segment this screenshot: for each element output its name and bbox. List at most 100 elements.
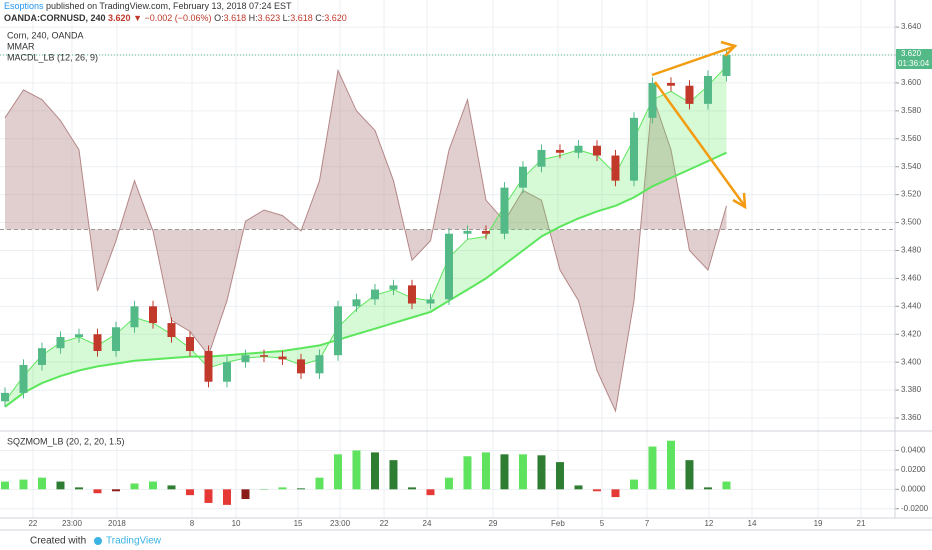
y-tick-label: -0.0200 [901,504,929,513]
arrow-up [651,45,734,77]
candle-body [241,355,250,363]
candle-body [111,327,120,351]
y-tick-label: 3.360 [901,413,922,422]
momentum-bar [518,454,527,490]
y-tick-label: 3.540 [901,162,922,171]
legend-entry: MACDL_LB (12, 26, 9) [7,52,98,62]
macd-line [4,68,727,413]
published: published on TradingView.com, February 1… [44,1,292,11]
x-tick-label: 19 [814,519,823,528]
momentum-bar [629,479,638,490]
x-tick-label: 23:00 [330,519,351,528]
momentum-bar [315,477,324,490]
symbol: OANDA:CORNUSD, 240 [4,13,106,23]
candle-body [74,334,83,338]
candle-body [685,85,694,104]
momentum-bar [259,489,268,490]
arrow-down [653,81,746,206]
l: 3.618 [290,13,313,23]
candle-body [130,306,139,328]
o: 3.618 [224,13,247,23]
y-tick-label: 3.560 [901,134,922,143]
author[interactable]: Esoptions [4,1,44,11]
ribbon-line [4,65,727,402]
momentum-bar [555,462,564,490]
momentum-bar [592,489,601,492]
momentum-bar [148,481,157,490]
logo [94,537,102,545]
y-tick-label: 3.440 [901,301,922,310]
candle-body [19,364,28,393]
candle-body [648,82,657,118]
y-tick-label: 3.640 [901,22,922,31]
x-tick-label: 12 [704,519,713,528]
trend-arrows [651,40,747,210]
candle-body [259,355,268,357]
momentum-bar [537,455,546,490]
x-tick-label: 10 [232,519,241,528]
last: 3.620 [108,13,131,23]
candle-body [500,187,509,234]
change: ▼ −0.002 (−0.06%) [133,13,211,23]
last-price-box [896,49,932,70]
momentum-bar [407,487,416,490]
momentum-bar [130,483,139,490]
x-tick-label: 15 [294,519,303,528]
o-label: O: [214,13,224,23]
momentum-bar [204,489,213,503]
candle-body [370,289,379,300]
momentum-bar [500,454,509,490]
momentum-bar [389,460,398,490]
momentum-bar [74,487,83,490]
footer-brand[interactable]: TradingView [106,536,162,547]
momentum-bar [722,481,731,490]
candle-body [592,145,601,156]
candle-body [444,233,453,300]
y-tick-label: 0.0400 [901,446,926,455]
symbol-line: OANDA:CORNUSD, 240 3.620 ▼ −0.002 (−0.06… [4,13,347,23]
candle-body [148,306,157,324]
candle-body [611,155,620,181]
candle-body [407,285,416,304]
candle-body [222,362,231,382]
candle-body [37,348,46,365]
arrow-head [732,192,747,210]
momentum-bar [352,450,361,490]
candle-body [389,285,398,290]
momentum-bar [666,440,675,490]
candle-body [537,149,546,167]
candle-body [518,166,527,188]
momentum-bar [685,460,694,490]
momentum-bar [703,487,712,490]
x-tick-label: Feb [551,519,565,528]
y-tick-label: 3.420 [901,329,922,338]
last-price-label: 3.620 [901,49,922,58]
momentum-bar [611,489,620,498]
countdown: 01:36:04 [898,59,930,68]
momentum-bar [278,487,287,490]
candle-body [167,323,176,338]
plot-layer: 3.360 3.380 3.400 3.420 3.440 3.460 3.480 3.500… [0,0,932,528]
momentum-bar [574,485,583,490]
header-line: Esoptions published on TradingView.com, … [4,1,292,11]
momentum-bar [481,452,490,490]
legend-entry: Corn, 240, OANDA [7,30,84,40]
h-label: H: [249,13,258,23]
momentum-bar [222,489,231,505]
y-tick-label: 0.0200 [901,465,926,474]
macd-area [5,70,727,412]
momentum-bar [333,454,342,490]
ribbon-line [4,151,727,408]
momentum-bar [463,456,472,490]
momentum-bar [19,479,28,490]
x-tick-label: 23:00 [62,519,83,528]
momentum-bar [648,446,657,490]
candle-body [296,359,305,374]
x-tick-label: 22 [380,519,389,528]
arrow-head [720,40,738,57]
legend-entry: MMAR [7,41,35,51]
candle-body [352,299,361,307]
candle-body [722,55,731,76]
l-label: L: [283,13,291,23]
